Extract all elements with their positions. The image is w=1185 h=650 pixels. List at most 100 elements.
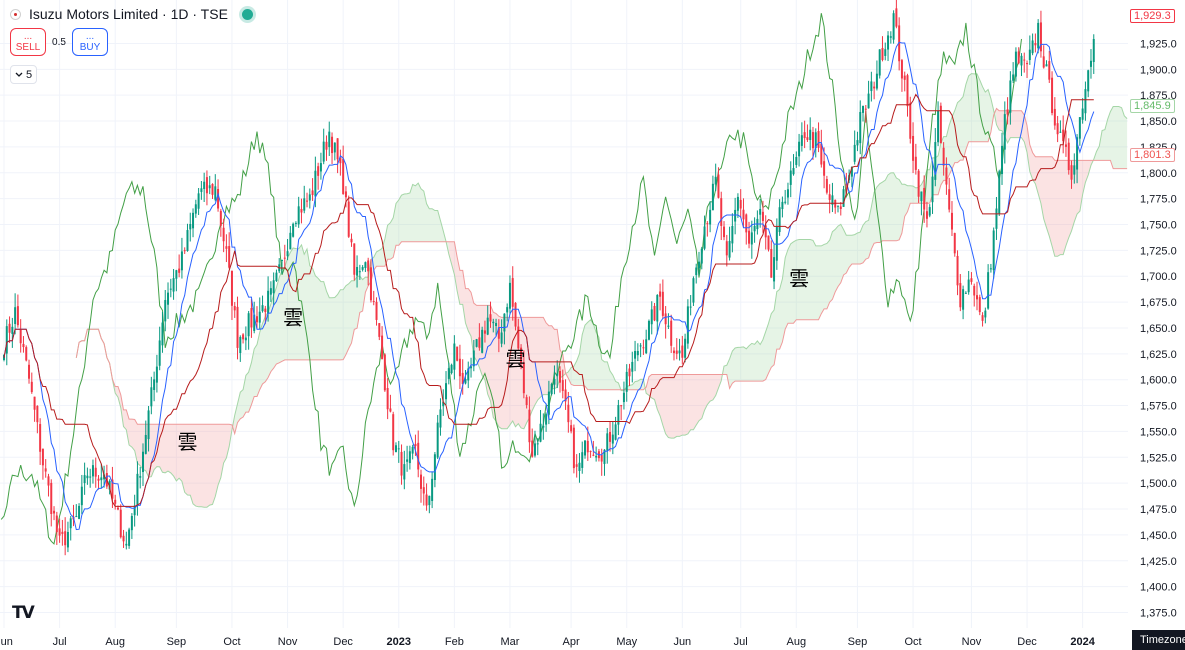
candle-body: [272, 280, 275, 294]
candle-body: [703, 226, 706, 249]
candle-body: [445, 383, 448, 400]
x-tick-label: Dec: [333, 636, 353, 648]
candle-body: [506, 307, 509, 313]
candle-body: [30, 381, 33, 393]
candle-body: [297, 206, 300, 225]
price-axis: 1,375.0 1,400.0 1,425.0 1,450.0 1,475.0 1,500…: [1140, 38, 1177, 619]
candle-body: [533, 443, 536, 456]
candle-body: [989, 268, 992, 270]
candle-body: [1084, 89, 1087, 114]
candle-body: [422, 487, 425, 494]
candle-body: [39, 424, 42, 452]
candle-body: [358, 271, 361, 273]
candle-body: [912, 135, 915, 161]
candle-body: [670, 320, 673, 346]
candle-body: [992, 230, 995, 271]
candle-body: [417, 442, 420, 470]
candle-body: [244, 337, 247, 341]
candle-body: [508, 282, 511, 309]
candle-body: [873, 86, 876, 89]
candle-body: [656, 295, 659, 322]
candle-body: [108, 480, 111, 490]
candle-body: [967, 279, 970, 293]
candle-body: [862, 105, 865, 113]
market-open-icon: [241, 8, 253, 20]
candle-body: [603, 449, 606, 464]
span-a-price-tag: 1,845.9: [1130, 99, 1175, 113]
candle-body: [1081, 108, 1084, 120]
candle-body: [864, 108, 867, 110]
y-tick-label: 1,800.0: [1140, 168, 1177, 180]
candle-body: [798, 141, 801, 157]
x-tick-label: Jul: [53, 636, 67, 648]
candle-body: [303, 198, 306, 211]
candle-body: [675, 350, 678, 354]
candle-body: [205, 177, 208, 194]
candle-body: [831, 195, 834, 205]
candle-body: [853, 144, 856, 162]
candle-body: [136, 473, 139, 506]
candle-body: [734, 209, 737, 222]
candle-body: [820, 143, 823, 165]
candle-body: [686, 306, 689, 344]
x-tick-label: Jul: [734, 636, 748, 648]
candle-body: [153, 379, 156, 390]
candle-body: [294, 222, 297, 224]
candle-body: [420, 474, 422, 489]
candle-body: [981, 315, 984, 321]
candle-body: [514, 302, 517, 327]
candle-body: [478, 337, 481, 348]
cloud-bearish: [996, 108, 1094, 257]
candle-body: [264, 308, 267, 313]
candle-body: [1001, 145, 1004, 175]
buy-button[interactable]: ... BUY: [72, 28, 108, 56]
candle-body: [586, 440, 589, 453]
candle-body: [839, 206, 842, 210]
chevron-down-icon: [15, 72, 23, 77]
candle-body: [970, 278, 973, 282]
candle-body: [495, 322, 498, 327]
candle-body: [906, 75, 909, 107]
candle-body: [550, 383, 553, 395]
candle-body: [41, 448, 44, 466]
candle-body: [1070, 165, 1073, 180]
candle-body: [856, 140, 859, 146]
candle-body: [731, 225, 734, 244]
candlestick-series: [3, 0, 1095, 556]
candle-body: [698, 261, 700, 269]
candle-body: [567, 404, 570, 423]
candle-body: [1012, 74, 1015, 81]
y-tick-label: 1,850.0: [1140, 116, 1177, 128]
candle-body: [16, 306, 19, 326]
y-tick-label: 1,500.0: [1140, 478, 1177, 490]
candle-body: [764, 225, 767, 238]
candle-body: [378, 323, 381, 337]
candle-body: [33, 396, 36, 410]
candle-body: [725, 241, 728, 256]
candle-body: [83, 475, 86, 484]
candle-body: [887, 35, 890, 50]
tradingview-logo[interactable]: TV: [12, 603, 35, 623]
candle-body: [11, 326, 14, 334]
candle-body: [720, 198, 723, 226]
candle-body: [564, 389, 567, 402]
candle-body: [556, 373, 559, 376]
x-tick-label: Mar: [500, 636, 519, 648]
candle-body: [1073, 165, 1076, 175]
candle-body: [937, 110, 940, 143]
span-b-price-tag: 1,801.3: [1130, 148, 1175, 162]
candle-body: [103, 474, 106, 480]
candle-body: [667, 325, 670, 327]
sell-button[interactable]: ... SELL: [10, 28, 46, 56]
candle-body: [678, 350, 681, 354]
candle-body: [1009, 80, 1012, 113]
symbol-title[interactable]: Isuzu Motors Limited · 1D · TSE: [29, 6, 228, 22]
timezone-button[interactable]: Timezone: [1132, 630, 1185, 650]
candle-body: [431, 478, 434, 501]
candle-body: [875, 73, 878, 89]
candle-body: [723, 226, 726, 238]
candle-body: [78, 505, 81, 519]
indicators-toggle[interactable]: 5: [10, 65, 37, 84]
candle-body: [1037, 22, 1040, 49]
